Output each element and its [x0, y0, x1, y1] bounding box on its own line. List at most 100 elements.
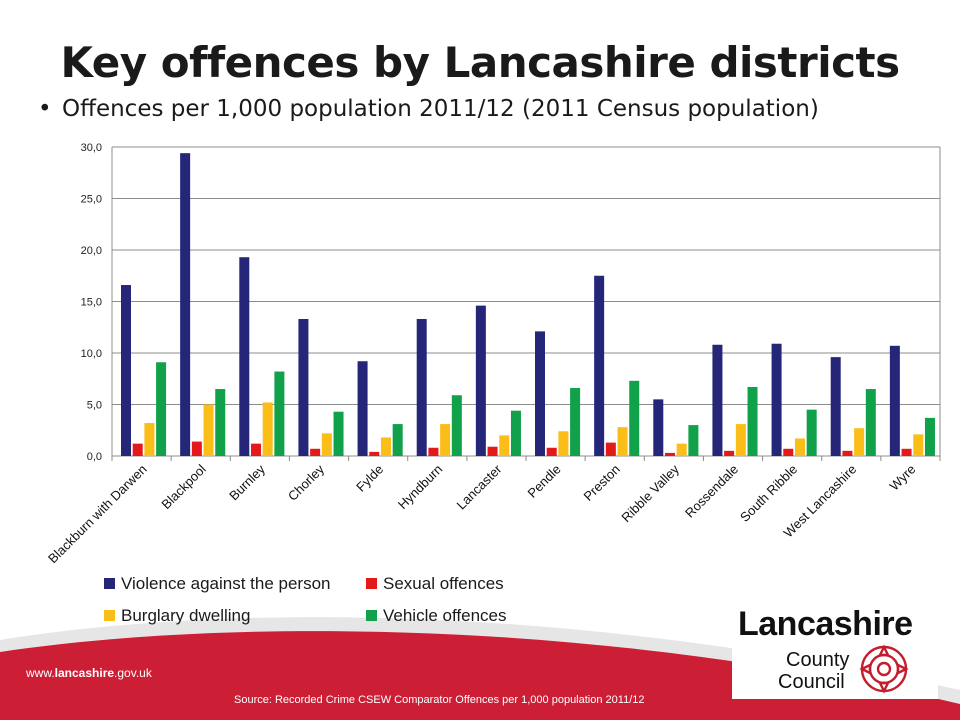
x-tick-label: Wyre	[887, 462, 919, 494]
bar-violence-against-the-person-wyre	[889, 345, 900, 456]
bar-sexual-offences-south-ribble	[783, 448, 794, 456]
bar-sexual-offences-wyre	[901, 448, 912, 456]
y-tick-label: 10,0	[81, 348, 102, 360]
bar-violence-against-the-person-south-ribble	[771, 343, 782, 456]
x-axis-tick-labels: Blackburn with Darwen Blackpool Burnley Cho…	[45, 461, 918, 566]
x-tick-label: Pendle	[524, 462, 563, 501]
bar-burglary-dwelling-blackpool	[203, 404, 214, 456]
bar-sexual-offences-chorley	[310, 448, 321, 456]
chart-gridlines	[111, 146, 941, 461]
bar-sexual-offences-fylde	[369, 451, 380, 456]
bar-burglary-dwelling-wyre	[913, 434, 924, 456]
bar-burglary-dwelling-west-lancashire	[854, 428, 865, 456]
bar-violence-against-the-person-burnley	[239, 257, 250, 456]
legend-swatch-burglary	[104, 610, 115, 621]
bar-burglary-dwelling-chorley	[321, 433, 332, 456]
bar-sexual-offences-west-lancashire	[842, 450, 853, 456]
bar-sexual-offences-pendle	[546, 447, 557, 456]
x-tick-label: South Ribble	[737, 462, 800, 525]
legend-item-violence: Violence against the person	[104, 574, 331, 594]
legend-label-sexual: Sexual offences	[383, 574, 504, 593]
bar-vehicle-offences-hyndburn	[451, 395, 462, 456]
slide-title: Key offences by Lancashire districts	[60, 38, 900, 87]
bar-sexual-offences-rossendale	[724, 450, 735, 456]
bar-violence-against-the-person-ribble-valley	[653, 399, 664, 456]
bar-vehicle-offences-blackpool	[215, 389, 226, 456]
bar-burglary-dwelling-hyndburn	[440, 424, 451, 456]
legend-label-violence: Violence against the person	[121, 574, 331, 593]
bar-burglary-dwelling-burnley	[262, 402, 273, 456]
bar-vehicle-offences-chorley	[333, 411, 344, 456]
bar-vehicle-offences-pendle	[570, 388, 581, 456]
logo-text-lancashire: Lancashire	[738, 605, 913, 643]
x-tick-label: Blackburn with Darwen	[45, 462, 150, 567]
y-tick-label: 5,0	[87, 400, 102, 412]
x-tick-label: Ribble Valley	[618, 461, 682, 525]
bar-sexual-offences-blackburn-with-darwen	[132, 443, 143, 456]
bar-vehicle-offences-ribble-valley	[688, 425, 699, 456]
y-tick-label: 15,0	[81, 297, 102, 309]
lancashire-county-council-logo: Lancashire County Council	[732, 603, 938, 699]
bar-burglary-dwelling-pendle	[558, 431, 569, 456]
bar-sexual-offences-burnley	[250, 443, 261, 456]
x-tick-label: Hyndburn	[395, 462, 445, 512]
bar-vehicle-offences-wyre	[924, 417, 935, 456]
bar-burglary-dwelling-ribble-valley	[676, 443, 687, 456]
bar-sexual-offences-ribble-valley	[664, 452, 675, 456]
bar-sexual-offences-preston	[605, 442, 616, 456]
bar-sexual-offences-hyndburn	[428, 447, 439, 456]
legend-item-sexual: Sexual offences	[366, 574, 504, 594]
legend-swatch-sexual	[366, 578, 377, 589]
bar-vehicle-offences-blackburn-with-darwen	[156, 362, 167, 456]
x-tick-label: Chorley	[285, 461, 328, 504]
footer-band	[0, 631, 960, 720]
y-tick-label: 20,0	[81, 245, 102, 257]
bar-burglary-dwelling-preston	[617, 427, 628, 456]
y-tick-label: 30,0	[81, 142, 102, 154]
bar-vehicle-offences-west-lancashire	[865, 389, 876, 456]
source-note: Source: Recorded Crime CSEW Comparator O…	[234, 694, 645, 706]
bar-sexual-offences-lancaster	[487, 446, 498, 456]
bar-vehicle-offences-south-ribble	[806, 409, 817, 456]
x-tick-label: Blackpool	[158, 461, 209, 512]
x-tick-label: Lancaster	[454, 461, 505, 512]
bar-violence-against-the-person-blackburn-with-darwen	[121, 285, 131, 456]
logo-text-council: Council	[778, 671, 845, 693]
bar-burglary-dwelling-south-ribble	[794, 438, 805, 456]
footer-website-link[interactable]: www.lancashire.gov.uk	[26, 666, 152, 680]
bar-violence-against-the-person-chorley	[298, 319, 309, 456]
bar-violence-against-the-person-fylde	[357, 361, 368, 456]
bar-vehicle-offences-rossendale	[747, 386, 758, 456]
bar-violence-against-the-person-lancaster	[475, 305, 486, 456]
bullet-glyph: •	[38, 96, 52, 122]
legend-label-burglary: Burglary dwelling	[121, 606, 251, 625]
y-axis-tick-labels: 0,0 5,0 10,0 15,0 20,0 25,0 30,0	[81, 142, 102, 463]
bar-sexual-offences-blackpool	[191, 441, 202, 456]
x-tick-label: Fylde	[353, 462, 386, 495]
legend-swatch-violence	[104, 578, 115, 589]
slide-subtitle: Offences per 1,000 population 2011/12 (2…	[62, 96, 819, 122]
chart-bars	[121, 153, 935, 456]
bar-violence-against-the-person-pendle	[535, 331, 545, 456]
bar-vehicle-offences-burnley	[274, 371, 285, 456]
x-tick-label: Rossendale	[682, 462, 741, 521]
legend-item-burglary: Burglary dwelling	[104, 606, 250, 626]
y-tick-label: 0,0	[87, 451, 102, 463]
red-rose-icon	[859, 644, 909, 694]
bar-burglary-dwelling-fylde	[380, 437, 391, 456]
background-decor	[0, 617, 960, 720]
bar-violence-against-the-person-rossendale	[712, 344, 723, 456]
bar-burglary-dwelling-lancaster	[499, 435, 510, 456]
bar-burglary-dwelling-rossendale	[735, 424, 746, 456]
bar-vehicle-offences-lancaster	[510, 410, 521, 456]
legend-item-vehicle: Vehicle offences	[366, 606, 507, 626]
bar-burglary-dwelling-blackburn-with-darwen	[144, 423, 155, 456]
bar-violence-against-the-person-preston	[594, 275, 605, 456]
bar-vehicle-offences-fylde	[392, 424, 403, 456]
subtitle-row: • Offences per 1,000 population 2011/12 (…	[38, 96, 819, 122]
y-tick-label: 25,0	[81, 194, 102, 206]
x-tick-label: Burnley	[226, 461, 268, 503]
logo-text-county: County	[786, 649, 850, 671]
x-tick-label: Preston	[581, 462, 623, 504]
